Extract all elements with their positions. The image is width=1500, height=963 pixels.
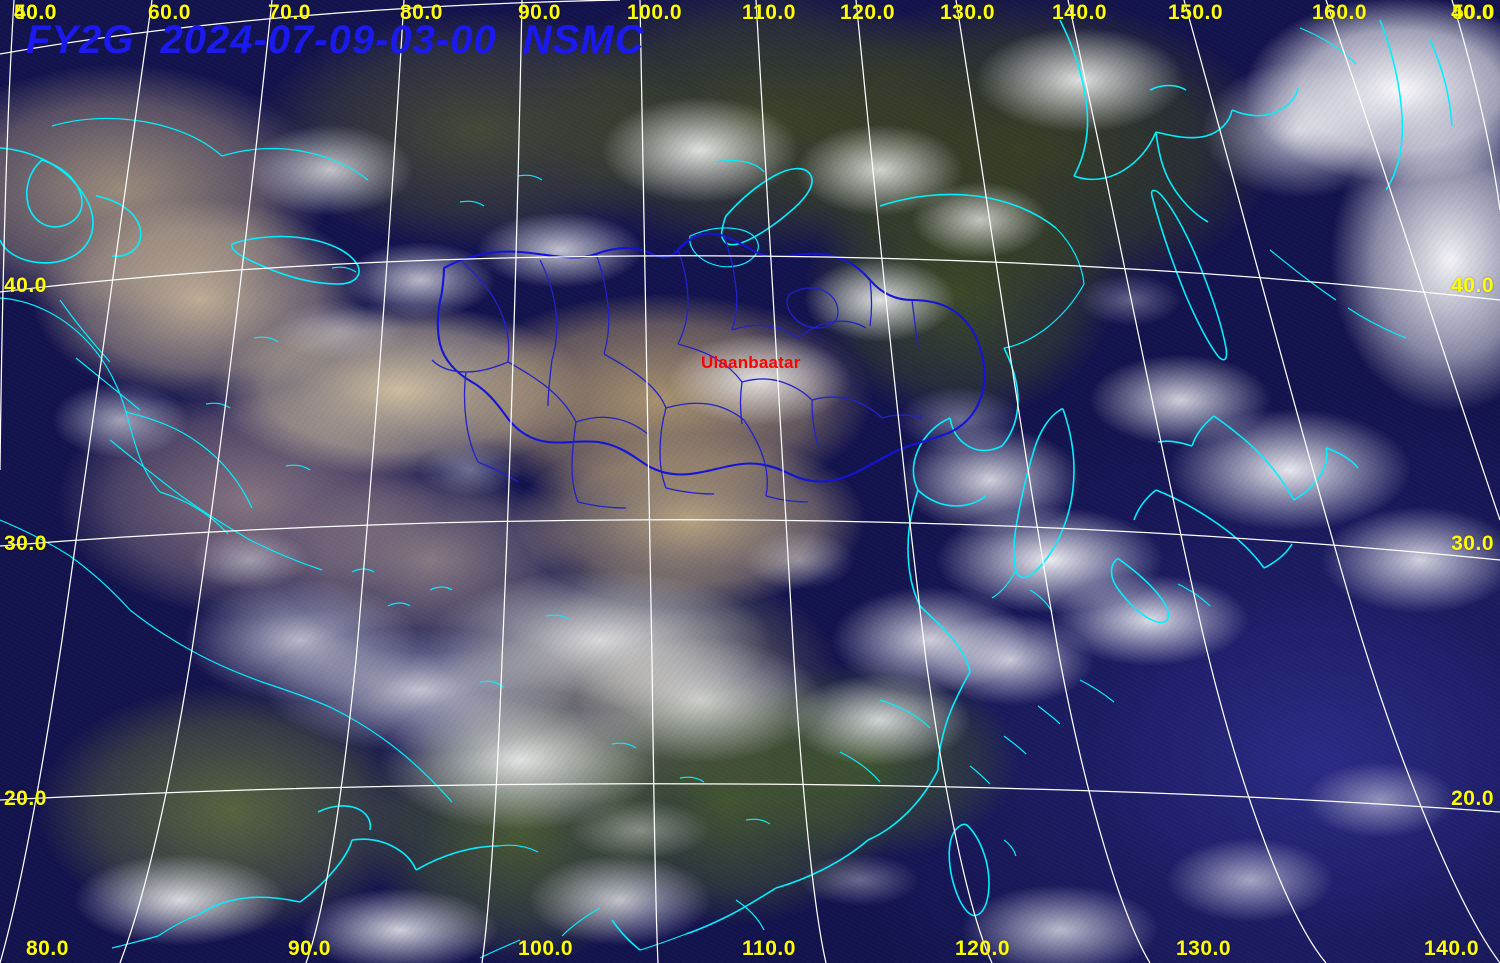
graticule-label-lat-top-left-overlap: 40.0 xyxy=(14,1,57,24)
graticule-label-lon-bottom-3: 110.0 xyxy=(742,937,796,960)
graticule-label-lon-bottom-5: 130.0 xyxy=(1176,937,1232,960)
border-mongolia-national xyxy=(436,232,986,483)
graticule-label-lon-bottom-1: 90.0 xyxy=(288,937,331,960)
coastline-china-east xyxy=(639,489,971,951)
satellite-name: FY2G xyxy=(26,18,135,62)
coastline-taiwan xyxy=(948,823,1017,917)
image-timestamp: 2024-07-09-03-00 xyxy=(160,18,497,62)
image-title: FY2G 2024-07-09-03-00 NSMC xyxy=(26,18,645,63)
graticule-label-lon-top-1: 60.0 xyxy=(148,1,191,24)
coastline-japan xyxy=(969,415,1359,785)
graticule-label-lon-top-0: 50.0 xyxy=(14,1,57,24)
coastline-lake-baikal xyxy=(720,167,813,246)
coastline-northeast-china xyxy=(879,193,1085,507)
graticule-label-lon-bottom-4: 120.0 xyxy=(955,937,1011,960)
coastline-south-asia xyxy=(0,299,539,949)
graticule-label-lat-left-2: 20.0 xyxy=(4,787,47,810)
graticule-label-lon-top-9: 140.0 xyxy=(1052,1,1108,24)
graticule-label-lat-left-0: 40.0 xyxy=(4,274,47,297)
inland-water-features xyxy=(205,174,771,825)
city-label-ulaanbaatar: Ulaanbaatar xyxy=(701,353,801,372)
graticule-label-lat-right-1: 30.0 xyxy=(1451,532,1494,555)
graticule-label-lon-top-5: 100.0 xyxy=(627,1,683,24)
graticule-label-lon-top-7: 120.0 xyxy=(840,1,896,24)
graticule-label-lon-top-12: 50.0 xyxy=(1452,1,1495,24)
graticule-label-lon-top-8: 130.0 xyxy=(940,1,996,24)
graticule-label-lon-top-4: 90.0 xyxy=(518,1,561,24)
graticule-label-lat-right-2: 20.0 xyxy=(1451,787,1494,810)
agency-name: NSMC xyxy=(522,18,645,62)
coastline-korea xyxy=(991,408,1075,613)
graticule-label-lat-left-1: 30.0 xyxy=(4,532,47,555)
graticule-label-lat-top-right-overlap: 40.0 xyxy=(1451,1,1494,24)
graticule-label-lon-bottom-0: 80.0 xyxy=(26,937,69,960)
graticule-label-lon-top-6: 110.0 xyxy=(742,1,796,24)
graticule-label-lon-bottom-2: 100.0 xyxy=(518,937,574,960)
graticule-label-lon-top-3: 80.0 xyxy=(400,1,443,24)
graticule-label-lon-bottom-6: 140.0 xyxy=(1424,937,1480,960)
graticule-label-lon-top-10: 150.0 xyxy=(1168,1,1224,24)
coastline-inland-lakes xyxy=(231,159,765,285)
coastline-russian-far-east xyxy=(1059,19,1453,361)
graticule-label-lon-top-11: 160.0 xyxy=(1312,1,1368,24)
border-mongolia-provinces xyxy=(431,235,923,509)
coastline-central-asia xyxy=(0,117,369,535)
graticule-label-lon-top-2: 70.0 xyxy=(268,1,311,24)
graticule-label-lat-right-0: 40.0 xyxy=(1451,274,1494,297)
